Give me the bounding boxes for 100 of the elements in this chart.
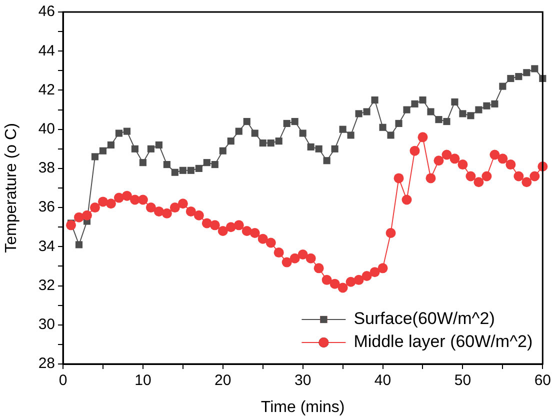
point xyxy=(507,74,514,82)
point xyxy=(98,196,108,207)
point xyxy=(531,65,538,72)
point xyxy=(410,146,420,156)
point xyxy=(115,130,122,137)
point xyxy=(523,69,530,76)
point xyxy=(371,96,378,104)
point xyxy=(91,153,99,160)
point xyxy=(99,147,107,154)
point xyxy=(403,106,410,114)
point xyxy=(187,166,194,174)
point xyxy=(123,128,130,135)
point xyxy=(426,173,436,184)
x-tick-label: 40 xyxy=(374,372,392,390)
point xyxy=(282,257,292,268)
point xyxy=(291,118,298,126)
point xyxy=(402,194,412,205)
point xyxy=(170,202,180,213)
y-axis-title: Temperature (o C) xyxy=(3,123,20,253)
point xyxy=(346,276,356,287)
point xyxy=(267,139,274,147)
point xyxy=(459,110,466,118)
y-tick-label: 38 xyxy=(38,160,55,177)
point xyxy=(339,126,346,133)
point xyxy=(274,248,284,258)
point xyxy=(394,173,404,184)
point xyxy=(450,154,460,164)
point xyxy=(227,138,234,145)
point xyxy=(451,98,458,106)
point xyxy=(354,274,364,285)
point xyxy=(474,177,484,188)
point xyxy=(218,226,228,236)
point xyxy=(219,147,226,154)
point xyxy=(483,102,490,110)
point xyxy=(114,192,124,203)
point xyxy=(202,218,212,228)
point xyxy=(275,138,282,145)
point xyxy=(443,118,450,126)
point xyxy=(74,212,84,222)
point xyxy=(122,190,132,201)
point xyxy=(283,120,290,127)
y-tick-label: 30 xyxy=(38,316,55,334)
point xyxy=(498,154,508,164)
point xyxy=(82,210,92,220)
x-tick-label: 20 xyxy=(214,372,232,390)
y-tick-label: 36 xyxy=(38,198,55,216)
x-tick-label: 0 xyxy=(58,372,68,390)
point xyxy=(210,220,220,230)
point xyxy=(330,278,340,289)
point xyxy=(490,150,500,160)
point xyxy=(491,100,498,108)
point xyxy=(442,150,452,160)
point xyxy=(131,145,138,152)
point xyxy=(250,228,260,238)
point xyxy=(331,145,338,152)
y-tick-label: 34 xyxy=(38,238,55,255)
point xyxy=(387,132,394,139)
point xyxy=(155,141,162,149)
point xyxy=(418,132,428,142)
point xyxy=(435,116,442,124)
point xyxy=(506,160,516,170)
point xyxy=(242,226,252,236)
point xyxy=(179,166,186,174)
point xyxy=(466,171,476,182)
point xyxy=(146,202,156,213)
point xyxy=(379,124,386,131)
x-tick-label: 60 xyxy=(534,372,551,390)
x-axis-title: Time (mins) xyxy=(260,398,345,416)
point xyxy=(307,143,314,150)
point xyxy=(306,253,316,264)
y-tick-label: 46 xyxy=(38,3,55,20)
point xyxy=(251,130,258,137)
point xyxy=(163,161,170,168)
x-tick-label: 50 xyxy=(454,372,472,390)
point xyxy=(467,112,474,120)
point xyxy=(186,206,196,216)
point xyxy=(499,82,506,90)
point xyxy=(194,210,204,220)
point xyxy=(475,106,482,114)
point xyxy=(322,274,332,285)
point xyxy=(458,160,468,170)
point xyxy=(75,241,83,248)
point xyxy=(338,282,348,293)
legend-label: Surface(60W/m^2) xyxy=(354,309,495,328)
point xyxy=(370,267,380,278)
point xyxy=(515,73,522,80)
point xyxy=(323,157,330,164)
point xyxy=(203,159,210,166)
point xyxy=(243,118,250,126)
point xyxy=(419,96,426,104)
point xyxy=(355,110,362,118)
point xyxy=(258,234,268,244)
point xyxy=(154,206,164,216)
point xyxy=(530,171,540,182)
point xyxy=(522,177,532,188)
point xyxy=(226,222,236,232)
point xyxy=(514,171,524,182)
y-tick-label: 28 xyxy=(38,355,55,372)
point xyxy=(90,202,100,213)
point xyxy=(259,139,266,147)
